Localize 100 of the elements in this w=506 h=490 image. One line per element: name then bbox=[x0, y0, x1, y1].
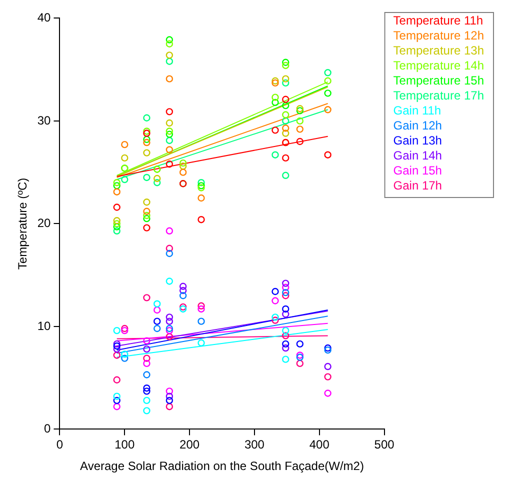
point bbox=[143, 371, 150, 378]
point bbox=[324, 77, 332, 84]
point bbox=[198, 194, 205, 202]
text: Temperature 17h bbox=[393, 88, 484, 102]
y-tick-label: 30 bbox=[37, 113, 52, 128]
point bbox=[282, 344, 290, 352]
point bbox=[143, 198, 150, 206]
point bbox=[143, 396, 150, 404]
point bbox=[296, 138, 304, 146]
point bbox=[113, 345, 120, 353]
point bbox=[166, 314, 174, 321]
point bbox=[143, 354, 150, 362]
point bbox=[166, 52, 174, 59]
point bbox=[143, 214, 150, 222]
point bbox=[113, 326, 120, 334]
point bbox=[166, 128, 174, 135]
x-tick-label: 400 bbox=[309, 438, 330, 452]
point bbox=[272, 126, 279, 134]
text: Gain 12h bbox=[393, 118, 442, 132]
point bbox=[272, 297, 279, 304]
y-axis-title: Temperature (ºC) bbox=[16, 178, 30, 270]
point bbox=[282, 58, 290, 66]
point bbox=[166, 130, 174, 138]
point bbox=[166, 40, 174, 48]
point bbox=[166, 396, 174, 404]
point bbox=[282, 292, 290, 300]
point bbox=[166, 227, 174, 234]
point bbox=[166, 119, 174, 127]
point bbox=[296, 360, 304, 368]
point bbox=[272, 288, 279, 296]
point bbox=[166, 392, 174, 400]
x-tick-label: 200 bbox=[180, 438, 200, 452]
point bbox=[272, 79, 279, 87]
point bbox=[113, 182, 120, 190]
point bbox=[324, 90, 332, 97]
x-tick-label: 500 bbox=[374, 438, 395, 452]
point bbox=[179, 282, 187, 290]
point bbox=[198, 339, 205, 346]
point bbox=[113, 352, 120, 359]
point bbox=[282, 130, 290, 137]
point bbox=[324, 151, 332, 158]
point bbox=[121, 350, 128, 358]
point bbox=[143, 212, 150, 220]
point bbox=[113, 396, 120, 404]
point bbox=[296, 340, 304, 348]
point bbox=[282, 288, 290, 296]
point bbox=[272, 314, 279, 321]
point bbox=[179, 159, 187, 167]
y-tick-label: 10 bbox=[37, 318, 52, 333]
point bbox=[166, 36, 174, 44]
point bbox=[324, 390, 332, 397]
point bbox=[282, 332, 290, 340]
point bbox=[324, 69, 332, 76]
point bbox=[166, 402, 174, 410]
point bbox=[166, 333, 174, 340]
text: Temperature 11h bbox=[393, 13, 484, 28]
point bbox=[113, 227, 120, 234]
point bbox=[272, 94, 279, 101]
point bbox=[282, 75, 290, 82]
text: Gain 11h bbox=[393, 103, 442, 118]
text: Gain 13h bbox=[393, 133, 442, 148]
point bbox=[113, 402, 120, 410]
point bbox=[143, 138, 150, 146]
point bbox=[113, 376, 120, 384]
text: Temperature 13h bbox=[393, 43, 484, 58]
point bbox=[166, 75, 174, 82]
point bbox=[143, 136, 150, 144]
point bbox=[143, 384, 150, 392]
text: Temperature 15h bbox=[393, 73, 484, 88]
point bbox=[143, 208, 150, 215]
point bbox=[282, 310, 290, 318]
y-tick-label: 0 bbox=[44, 422, 52, 436]
x-tick-label: 100 bbox=[114, 438, 135, 452]
point bbox=[143, 174, 150, 182]
point bbox=[143, 360, 150, 368]
point bbox=[143, 407, 150, 414]
point bbox=[113, 392, 120, 400]
point bbox=[166, 136, 174, 144]
point bbox=[121, 154, 128, 162]
point bbox=[154, 174, 161, 182]
point bbox=[121, 140, 128, 148]
point bbox=[282, 356, 290, 363]
point bbox=[179, 162, 187, 170]
text: Gain 17h bbox=[393, 178, 442, 192]
x-axis-title: Average Solar Radiation on the South Façade(W/m2) bbox=[80, 459, 364, 474]
point bbox=[154, 306, 161, 314]
point bbox=[113, 179, 120, 186]
point bbox=[282, 102, 290, 110]
point bbox=[282, 340, 290, 348]
x-tick-label: 0 bbox=[56, 438, 64, 452]
point bbox=[154, 318, 161, 325]
point bbox=[166, 146, 174, 154]
point bbox=[282, 326, 290, 334]
point bbox=[179, 286, 187, 294]
point bbox=[282, 154, 290, 162]
point bbox=[166, 58, 174, 65]
point bbox=[113, 220, 120, 228]
point bbox=[113, 217, 120, 224]
point bbox=[198, 302, 205, 310]
point bbox=[282, 172, 290, 180]
